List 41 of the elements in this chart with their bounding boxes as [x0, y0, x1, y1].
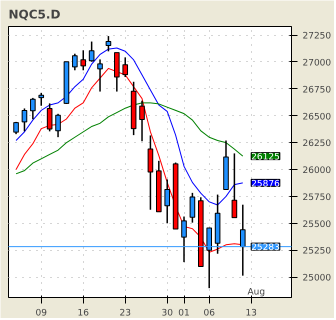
x-tick-label: 30 — [161, 308, 174, 318]
x-tick-label: 09 — [36, 308, 48, 318]
candlestick — [232, 152, 238, 218]
data-label: 26125 — [251, 152, 280, 163]
y-tick-label: 27000 — [302, 58, 332, 68]
candlestick — [55, 113, 61, 138]
candlestick — [22, 108, 28, 132]
x-tick-label: 16 — [78, 308, 90, 318]
y-tick-label: 25250 — [302, 246, 332, 257]
y-tick-label: 25750 — [302, 192, 332, 203]
x-tick-label: 01 — [178, 308, 190, 318]
y-tick-label: 26000 — [302, 166, 332, 176]
candlestick — [30, 97, 36, 120]
chart-title: NQC5.D — [8, 8, 60, 22]
candlestick — [139, 100, 145, 142]
candlestick — [72, 52, 78, 72]
candlestick — [148, 134, 154, 210]
candlestick — [13, 121, 19, 135]
candlestick — [80, 50, 86, 72]
x-tick-label: 13 — [245, 308, 257, 318]
y-tick-label: 26250 — [302, 139, 332, 150]
candlestick — [38, 92, 44, 107]
y-tick-label: 26500 — [302, 112, 332, 122]
y-tick-label: 26750 — [302, 85, 332, 96]
y-tick-label: 25500 — [302, 220, 332, 230]
candlestick — [164, 178, 170, 224]
candlestick — [106, 35, 112, 52]
x-tick-label: 23 — [120, 308, 131, 318]
line-series — [16, 48, 244, 206]
line-series — [16, 102, 244, 174]
candlestick — [97, 58, 103, 92]
y-tick-label: 25000 — [302, 274, 332, 284]
annotation: Aug — [247, 288, 266, 298]
candlestick — [206, 227, 212, 289]
candlestick — [240, 204, 246, 276]
candlestick — [181, 216, 187, 263]
candlestick — [46, 102, 52, 132]
candlestick — [190, 192, 196, 224]
candlestick — [88, 40, 94, 63]
x-tick-label: 06 — [203, 308, 216, 318]
y-tick-label: 27250 — [302, 32, 332, 42]
